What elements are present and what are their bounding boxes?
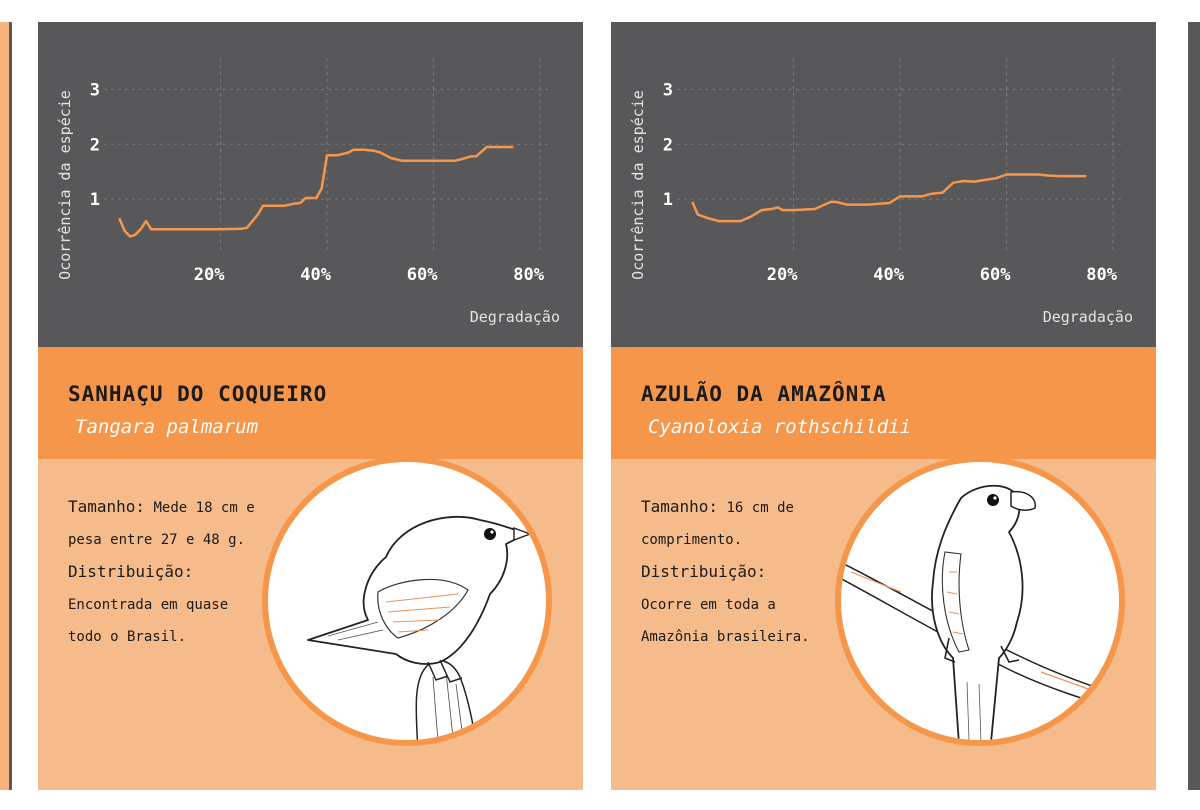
occurrence-chart: Ocorrência da espécie 1 2 3 20% 40% 60% 80% D… (611, 22, 1156, 347)
y-tick-labels: 1 2 3 (663, 80, 673, 210)
x-tick-label: 80% (1086, 265, 1117, 285)
x-tick-label: 20% (194, 265, 225, 285)
y-tick-label: 1 (663, 190, 673, 210)
x-tick-label: 80% (513, 265, 544, 285)
bird-illustration-icon (262, 456, 552, 746)
occurrence-chart: Ocorrência da espécie 1 2 3 20% 40% 60% 80% D… (38, 22, 583, 347)
distribution-label: Distribuição: (68, 562, 194, 581)
y-axis-label: Ocorrência da espécie (629, 90, 647, 280)
x-tick-label: 40% (873, 265, 904, 285)
species-common-name: SANHAÇU DO COQUEIRO (68, 382, 328, 406)
species-card: Ocorrência da espécie 1 2 3 20% 40% 60% 80% D… (38, 22, 583, 790)
bird-on-branch-illustration-icon (835, 456, 1125, 746)
size-text: 16 cm de comprimento. (641, 500, 794, 548)
x-tick-label: 20% (767, 265, 798, 285)
adjacent-card-left-edge (0, 22, 12, 790)
chart-svg: Ocorrência da espécie 1 2 3 20% 40% 60% 80% D… (56, 58, 560, 326)
y-tick-label: 1 (90, 190, 100, 210)
occurrence-line (118, 145, 514, 238)
size-label: Tamanho: (68, 497, 146, 516)
species-common-name: AZULÃO DA AMAZÔNIA (641, 382, 887, 406)
distribution-text: Ocorre em toda a Amazônia brasileira. (641, 597, 810, 645)
distribution-label: Distribuição: (641, 562, 767, 581)
species-info: Tamanho: 16 cm de comprimento. Distribui… (611, 456, 1156, 790)
x-tick-label: 60% (980, 265, 1011, 285)
y-tick-label: 2 (663, 135, 673, 155)
size-label: Tamanho: (641, 497, 719, 516)
x-tick-labels: 20% 40% 60% 80% (767, 265, 1118, 285)
species-card: Ocorrência da espécie 1 2 3 20% 40% 60% 80% D… (611, 22, 1156, 790)
y-tick-label: 3 (663, 80, 673, 100)
chart-svg: Ocorrência da espécie 1 2 3 20% 40% 60% 80% D… (629, 58, 1133, 326)
species-title-band: SANHAÇU DO COQUEIRO Tangara palmarum (38, 347, 583, 459)
y-tick-label: 2 (90, 135, 100, 155)
bird-drawing (307, 515, 532, 740)
y-tick-labels: 1 2 3 (90, 80, 100, 210)
species-info: Tamanho: Mede 18 cm e pesa entre 27 e 48… (38, 456, 583, 790)
y-tick-label: 3 (90, 80, 100, 100)
distribution-text: Encontrada em quase todo o Brasil. (68, 597, 229, 645)
bird-drawing (841, 484, 1119, 740)
species-description: Tamanho: 16 cm de comprimento. Distribui… (641, 491, 816, 653)
species-title-band: AZULÃO DA AMAZÔNIA Cyanoloxia rothschild… (611, 347, 1156, 459)
species-scientific-name: Cyanoloxia rothschildii (648, 416, 912, 438)
adjacent-card-right-edge (1188, 22, 1200, 790)
size-text: Mede 18 cm e pesa entre 27 e 48 g. (68, 500, 255, 548)
x-axis-label: Degradação (1043, 308, 1133, 326)
x-tick-label: 60% (407, 265, 438, 285)
species-description: Tamanho: Mede 18 cm e pesa entre 27 e 48… (68, 491, 268, 653)
x-tick-labels: 20% 40% 60% 80% (194, 265, 545, 285)
y-axis-label: Ocorrência da espécie (56, 90, 74, 280)
occurrence-line (691, 173, 1087, 223)
chart-grid (677, 58, 1121, 254)
species-scientific-name: Tangara palmarum (75, 416, 259, 438)
x-tick-label: 40% (300, 265, 331, 285)
x-axis-label: Degradação (470, 308, 560, 326)
